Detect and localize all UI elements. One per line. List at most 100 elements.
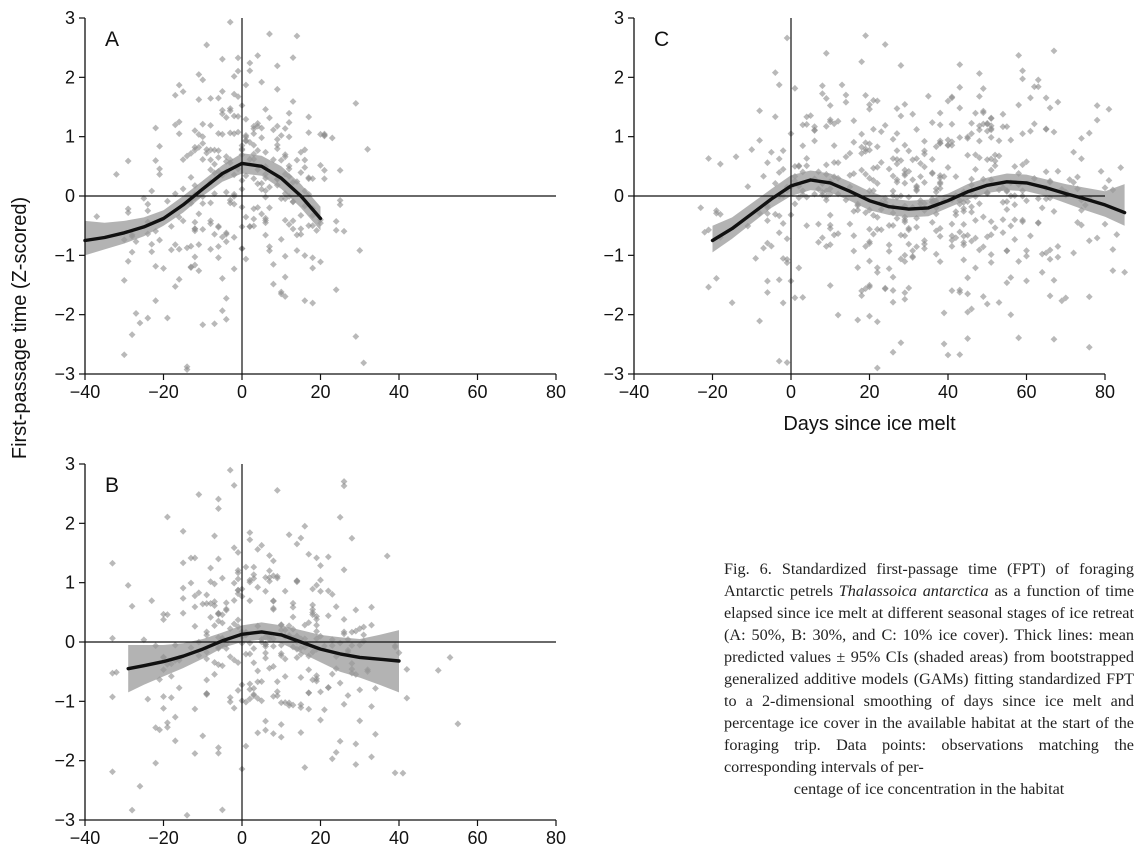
data-point bbox=[250, 690, 258, 698]
data-point bbox=[183, 363, 191, 371]
data-point bbox=[289, 98, 297, 105]
data-point bbox=[1019, 130, 1026, 138]
data-point bbox=[321, 175, 328, 183]
data-point bbox=[266, 243, 273, 251]
data-point bbox=[873, 318, 881, 326]
data-point bbox=[893, 176, 901, 184]
data-point bbox=[203, 690, 211, 698]
data-point bbox=[266, 577, 273, 585]
data-point bbox=[328, 590, 336, 598]
data-point bbox=[1007, 136, 1015, 144]
data-point bbox=[932, 250, 940, 258]
data-point bbox=[258, 78, 266, 86]
data-point bbox=[756, 107, 763, 115]
data-point bbox=[944, 141, 952, 149]
data-point bbox=[313, 621, 320, 629]
data-point bbox=[226, 18, 234, 26]
data-point bbox=[266, 114, 273, 122]
data-point bbox=[160, 265, 167, 272]
data-point bbox=[297, 148, 305, 156]
data-point bbox=[811, 123, 818, 131]
data-point bbox=[242, 650, 250, 658]
data-point bbox=[218, 106, 226, 114]
y-tick-label: 1 bbox=[65, 127, 75, 147]
data-point bbox=[285, 119, 293, 126]
data-point bbox=[195, 96, 203, 103]
data-point bbox=[791, 294, 799, 302]
data-point bbox=[128, 806, 136, 814]
data-point bbox=[858, 292, 866, 299]
data-point bbox=[979, 85, 987, 92]
data-point bbox=[324, 683, 332, 691]
data-point bbox=[948, 242, 956, 250]
data-point bbox=[983, 300, 991, 308]
y-tick-label: 0 bbox=[614, 186, 624, 206]
data-point bbox=[983, 156, 991, 164]
data-point bbox=[1050, 47, 1058, 55]
data-point bbox=[936, 137, 944, 145]
data-point bbox=[207, 564, 214, 572]
x-tick-label: 40 bbox=[389, 828, 409, 848]
data-point bbox=[230, 704, 238, 712]
data-point bbox=[254, 583, 262, 591]
caption-text-1: Standardized first-passage time (FPT) of… bbox=[724, 560, 1134, 600]
data-point bbox=[756, 317, 763, 325]
data-point bbox=[266, 664, 273, 672]
data-point bbox=[991, 162, 999, 170]
data-point bbox=[289, 599, 297, 607]
data-point bbox=[822, 95, 830, 102]
data-point bbox=[160, 616, 167, 624]
data-point bbox=[230, 579, 238, 587]
data-point bbox=[226, 653, 234, 661]
data-point bbox=[889, 135, 897, 143]
data-point bbox=[273, 145, 281, 153]
data-point bbox=[277, 235, 285, 243]
data-point bbox=[273, 135, 281, 143]
data-point bbox=[258, 185, 266, 193]
data-point bbox=[713, 209, 720, 217]
data-point bbox=[877, 226, 885, 234]
data-point bbox=[136, 782, 144, 790]
x-tick-label: 80 bbox=[546, 382, 566, 402]
data-point bbox=[936, 178, 944, 186]
data-point bbox=[897, 339, 905, 347]
data-point bbox=[1109, 267, 1117, 275]
x-tick-label: 80 bbox=[1095, 382, 1115, 402]
data-point bbox=[893, 215, 901, 222]
data-point bbox=[1085, 237, 1093, 245]
data-point bbox=[254, 180, 262, 188]
data-point bbox=[340, 630, 348, 638]
data-point bbox=[858, 143, 866, 151]
data-point bbox=[905, 240, 913, 248]
data-point bbox=[215, 222, 222, 230]
data-point bbox=[964, 335, 972, 342]
data-point bbox=[266, 30, 273, 38]
panel-c: −3 −2 −1 0 1 2 3 −40 −20 0 20 40 60 80 C Days since ice… bbox=[603, 8, 1129, 435]
data-point bbox=[242, 255, 250, 263]
data-point bbox=[1027, 94, 1034, 102]
data-point bbox=[716, 160, 724, 168]
data-point bbox=[171, 91, 179, 99]
data-point bbox=[771, 113, 779, 121]
data-point bbox=[305, 705, 313, 713]
data-point bbox=[109, 693, 116, 701]
data-point bbox=[913, 243, 920, 251]
data-point bbox=[226, 698, 234, 706]
data-point bbox=[187, 554, 195, 562]
data-point bbox=[870, 212, 877, 219]
data-point bbox=[1058, 297, 1066, 305]
data-point bbox=[254, 678, 262, 686]
data-point bbox=[309, 299, 317, 307]
data-point bbox=[242, 742, 250, 750]
data-point bbox=[913, 126, 920, 133]
data-point bbox=[136, 319, 144, 327]
data-point bbox=[305, 222, 313, 230]
data-point bbox=[234, 616, 242, 624]
data-point bbox=[313, 581, 320, 589]
data-point bbox=[976, 246, 983, 254]
data-point bbox=[262, 574, 269, 581]
data-point bbox=[791, 200, 799, 208]
y-tick-label: −1 bbox=[54, 691, 75, 711]
data-point bbox=[799, 294, 807, 301]
data-point bbox=[964, 308, 972, 316]
